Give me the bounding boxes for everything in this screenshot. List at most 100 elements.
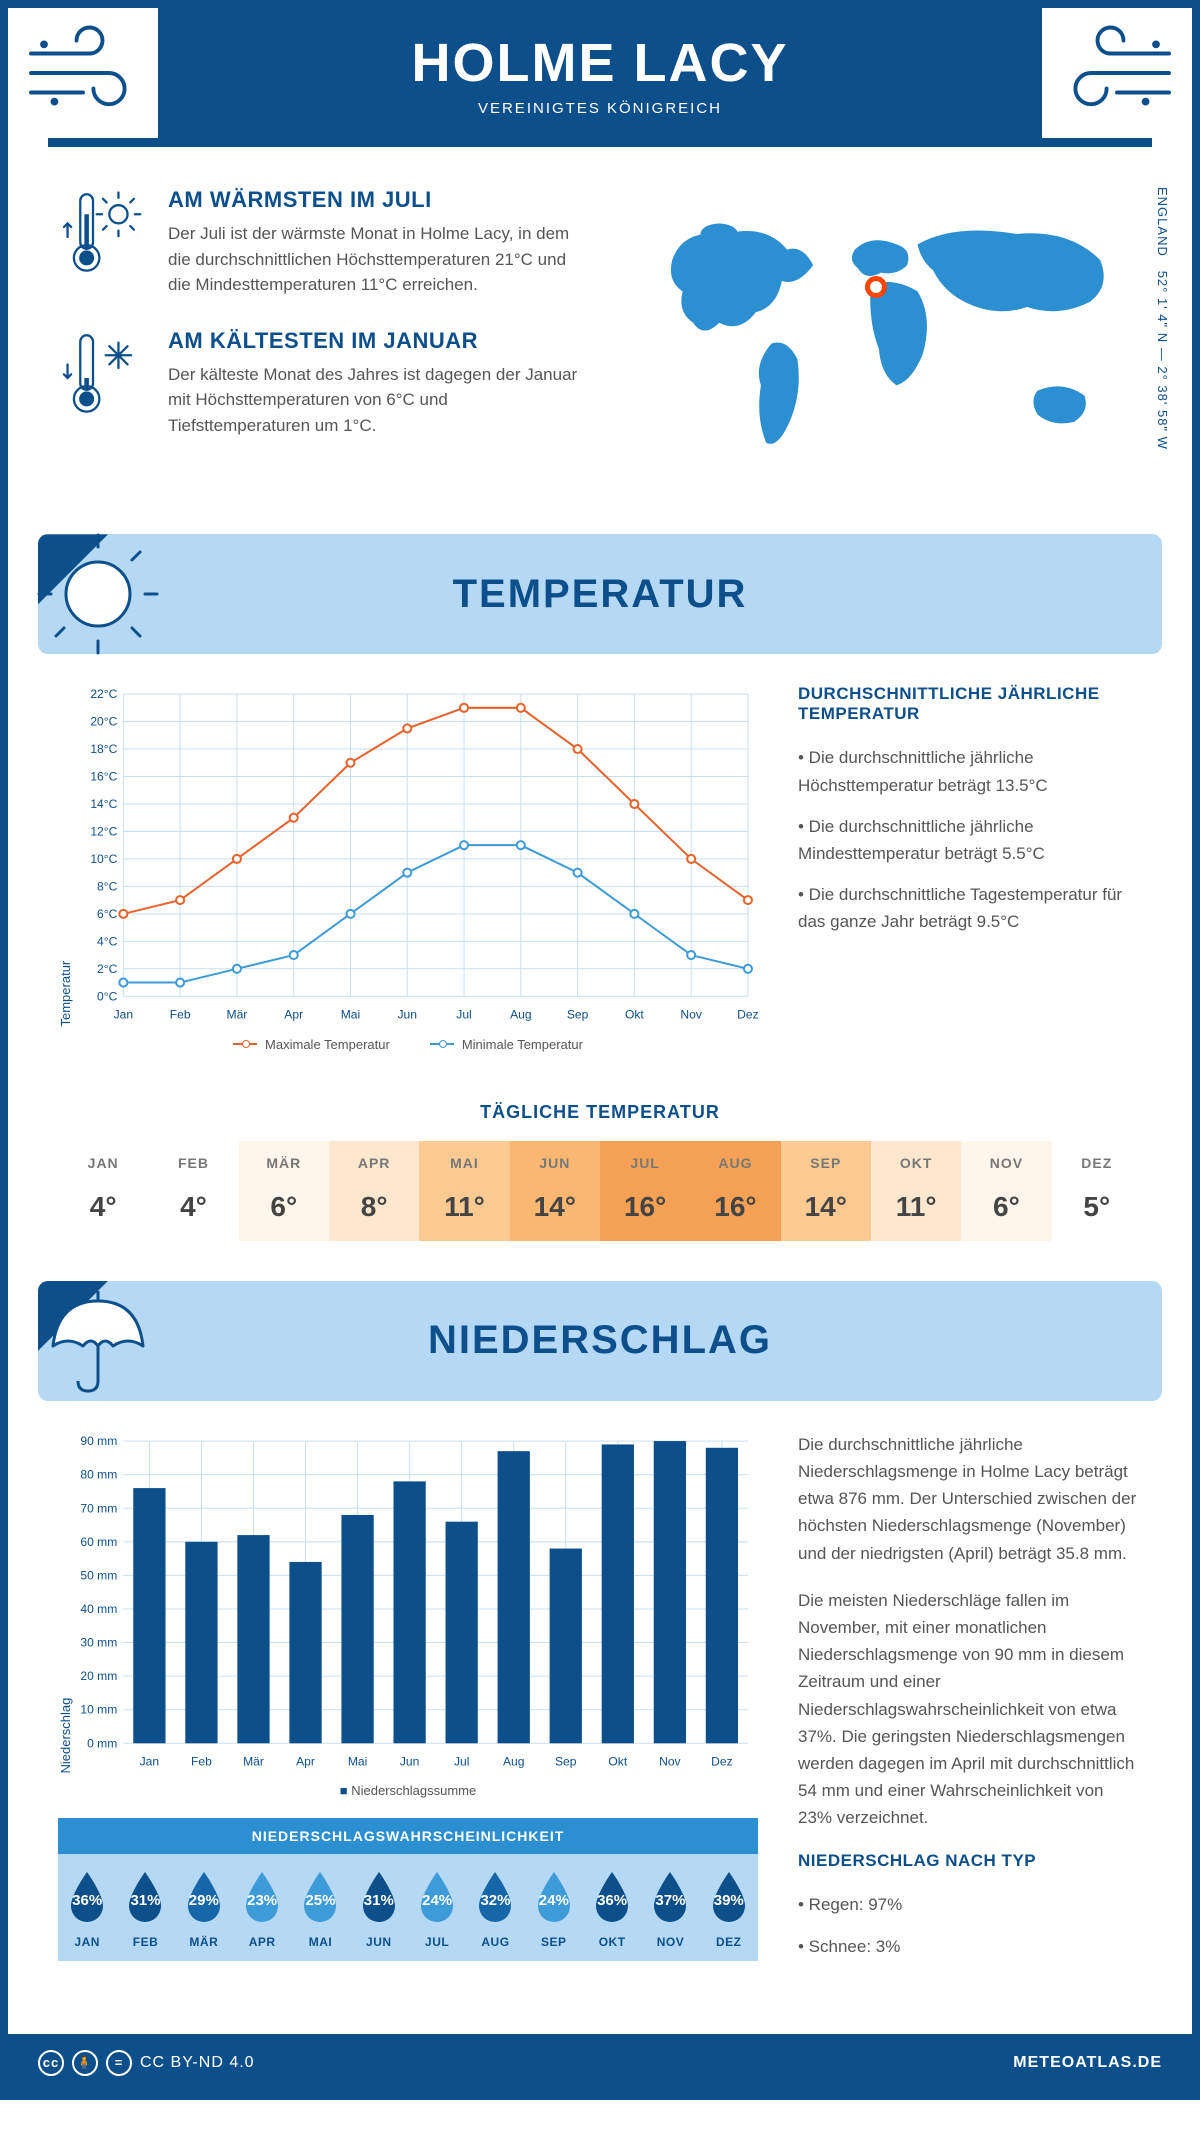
world-map: ENGLAND 52° 1' 4" N — 2° 38' 58" W (620, 187, 1142, 484)
daily-cell: APR8° (329, 1141, 419, 1241)
prob-heading: NIEDERSCHLAGSWAHRSCHEINLICHKEIT (58, 1818, 758, 1854)
chart-legend: Maximale Temperatur Minimale Temperatur (58, 1037, 758, 1052)
chart-legend: Niederschlagssumme (58, 1783, 758, 1798)
svg-text:0 mm: 0 mm (87, 1736, 117, 1750)
daily-cell: JUN14° (510, 1141, 600, 1241)
paragraph: Die meisten Niederschläge fallen im Nove… (798, 1587, 1142, 1832)
daily-cell: MAI11° (419, 1141, 509, 1241)
wind-icon (1042, 8, 1192, 138)
prob-drop: 37% NOV (641, 1854, 699, 1961)
footer: cc 🧍 = CC BY-ND 4.0 METEOATLAS.DE (8, 2034, 1192, 2092)
svg-text:90 mm: 90 mm (80, 1434, 117, 1448)
prob-drop: 36% OKT (583, 1854, 641, 1961)
svg-text:Jul: Jul (456, 1008, 471, 1022)
side-heading: DURCHSCHNITTLICHE JÄHRLICHE TEMPERATUR (798, 684, 1142, 724)
prob-drop: 24% SEP (525, 1854, 583, 1961)
prob-drop: 31% JUN (350, 1854, 408, 1961)
location-title: HOLME LACY (48, 32, 1152, 94)
svg-text:Apr: Apr (296, 1754, 315, 1768)
svg-text:10°C: 10°C (90, 852, 117, 866)
precip-bar-chart: Niederschlag 0 mm10 mm20 mm30 mm40 mm50 … (58, 1431, 758, 1962)
infographic-frame: HOLME LACY VEREINIGTES KÖNIGREICH AM WÄR… (0, 0, 1200, 2100)
fact-text: Der kälteste Monat des Jahres ist dagege… (168, 362, 580, 439)
intro-section: AM WÄRMSTEN IM JULI Der Juli ist der wär… (8, 187, 1192, 514)
fact-title: AM KÄLTESTEN IM JANUAR (168, 328, 580, 354)
daily-cell: AUG16° (690, 1141, 780, 1241)
svg-text:Sep: Sep (567, 1008, 589, 1022)
daily-temp-strip: JAN4° FEB4° MÄR6° APR8° MAI11° JUN14° JU… (58, 1141, 1142, 1241)
fact-coldest: AM KÄLTESTEN IM JANUAR Der kälteste Mona… (58, 328, 580, 439)
svg-text:Mär: Mär (243, 1754, 264, 1768)
thermometer-sun-icon (58, 187, 148, 298)
prob-drop: 29% MÄR (175, 1854, 233, 1961)
svg-text:6°C: 6°C (97, 907, 118, 921)
svg-text:16°C: 16°C (90, 770, 117, 784)
svg-text:30 mm: 30 mm (80, 1635, 117, 1649)
temperature-banner: TEMPERATUR (38, 534, 1162, 654)
svg-text:Sep: Sep (555, 1754, 577, 1768)
paragraph: Die durchschnittliche jährliche Niedersc… (798, 1431, 1142, 1567)
coordinates-label: ENGLAND 52° 1' 4" N — 2° 38' 58" W (1155, 187, 1170, 450)
daily-cell: DEZ5° (1052, 1141, 1142, 1241)
brand-label: METEOATLAS.DE (1013, 2054, 1162, 2072)
daily-temp-heading: TÄGLICHE TEMPERATUR (8, 1102, 1192, 1123)
svg-text:2°C: 2°C (97, 962, 118, 976)
bullet: • Die durchschnittliche Tagestemperatur … (798, 881, 1142, 935)
side-heading: NIEDERSCHLAG NACH TYP (798, 1851, 1142, 1871)
daily-cell: JAN4° (58, 1141, 148, 1241)
prob-drop: 32% AUG (466, 1854, 524, 1961)
daily-cell: MÄR6° (239, 1141, 329, 1241)
sun-icon (33, 529, 163, 659)
svg-text:Feb: Feb (191, 1754, 212, 1768)
svg-text:Okt: Okt (608, 1754, 627, 1768)
prob-drop: 39% DEZ (700, 1854, 758, 1961)
svg-text:Jan: Jan (140, 1754, 159, 1768)
cc-icon: cc (38, 2050, 64, 2076)
bullet: • Die durchschnittliche jährliche Höchst… (798, 744, 1142, 798)
daily-cell: FEB4° (148, 1141, 238, 1241)
svg-text:Mai: Mai (348, 1754, 367, 1768)
svg-text:8°C: 8°C (97, 880, 118, 894)
svg-text:50 mm: 50 mm (80, 1568, 117, 1582)
section-title: NIEDERSCHLAG (428, 1318, 772, 1363)
section-title: TEMPERATUR (453, 572, 748, 617)
prob-drop: 25% MAI (291, 1854, 349, 1961)
svg-text:Aug: Aug (510, 1008, 532, 1022)
bullet: • Schnee: 3% (798, 1933, 1142, 1960)
bullet: • Regen: 97% (798, 1891, 1142, 1918)
fact-text: Der Juli ist der wärmste Monat in Holme … (168, 221, 580, 298)
license-label: CC BY-ND 4.0 (140, 2054, 255, 2072)
daily-cell: JUL16° (600, 1141, 690, 1241)
svg-text:70 mm: 70 mm (80, 1501, 117, 1515)
umbrella-icon (33, 1276, 163, 1406)
y-axis-label: Niederschlag (58, 1431, 73, 1774)
svg-text:Jan: Jan (114, 1008, 133, 1022)
svg-text:12°C: 12°C (90, 825, 117, 839)
svg-text:20°C: 20°C (90, 715, 117, 729)
svg-text:Nov: Nov (659, 1754, 680, 1768)
svg-text:40 mm: 40 mm (80, 1602, 117, 1616)
svg-text:Nov: Nov (680, 1008, 701, 1022)
daily-cell: NOV6° (961, 1141, 1051, 1241)
svg-text:Jun: Jun (400, 1754, 419, 1768)
daily-cell: OKT11° (871, 1141, 961, 1241)
svg-text:60 mm: 60 mm (80, 1535, 117, 1549)
svg-text:18°C: 18°C (90, 742, 117, 756)
svg-text:Apr: Apr (284, 1008, 303, 1022)
header-banner: HOLME LACY VEREINIGTES KÖNIGREICH (48, 8, 1152, 147)
y-axis-label: Temperatur (58, 684, 73, 1027)
license-block: cc 🧍 = CC BY-ND 4.0 (38, 2050, 255, 2076)
daily-cell: SEP14° (781, 1141, 871, 1241)
prob-drop: 36% JAN (58, 1854, 116, 1961)
svg-text:80 mm: 80 mm (80, 1467, 117, 1481)
location-subtitle: VEREINIGTES KÖNIGREICH (48, 100, 1152, 117)
wind-icon (8, 8, 158, 138)
svg-text:Jun: Jun (398, 1008, 417, 1022)
svg-text:Okt: Okt (625, 1008, 644, 1022)
by-icon: 🧍 (72, 2050, 98, 2076)
svg-text:Aug: Aug (503, 1754, 525, 1768)
svg-text:Mai: Mai (341, 1008, 360, 1022)
nd-icon: = (106, 2050, 132, 2076)
svg-text:14°C: 14°C (90, 797, 117, 811)
svg-text:22°C: 22°C (90, 687, 117, 701)
